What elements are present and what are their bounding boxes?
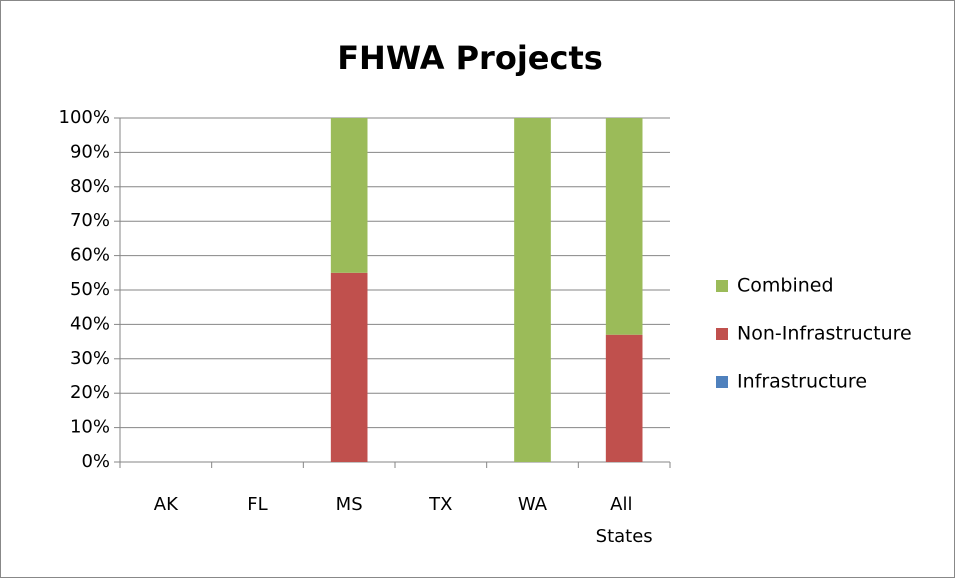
x-tick-label: AK [154,494,179,515]
x-tick-label: FL [247,494,267,515]
x-tick-label: WA [518,494,548,515]
bar-segment [330,118,368,273]
x-tick-label: TX [428,494,452,515]
y-tick-label: 30% [70,348,110,369]
y-tick-label: 70% [70,210,110,231]
x-tick-label: MS [336,494,363,515]
bar-segment [605,118,643,335]
y-tick-label: 100% [59,107,110,128]
bar-segment [514,118,551,462]
y-tick-label: 60% [70,245,110,266]
bar-segment [605,334,643,462]
legend-label: Infrastructure [737,371,867,393]
y-tick-label: 20% [70,382,110,403]
legend-label: Combined [737,275,834,297]
y-tick-label: 50% [70,279,110,300]
legend-label: Non-Infrastructure [737,323,912,345]
y-tick-label: 90% [70,141,110,162]
legend-swatch [716,280,728,292]
y-tick-label: 40% [70,313,110,334]
legend-swatch [716,376,728,388]
y-tick-label: 0% [81,451,110,472]
x-tick-label: All States [596,494,653,547]
legend-swatch [716,328,728,340]
bar-segment [330,272,368,462]
chart-title: FHWA Projects [337,39,603,77]
y-tick-label: 80% [70,176,110,197]
y-tick-label: 10% [70,417,110,438]
